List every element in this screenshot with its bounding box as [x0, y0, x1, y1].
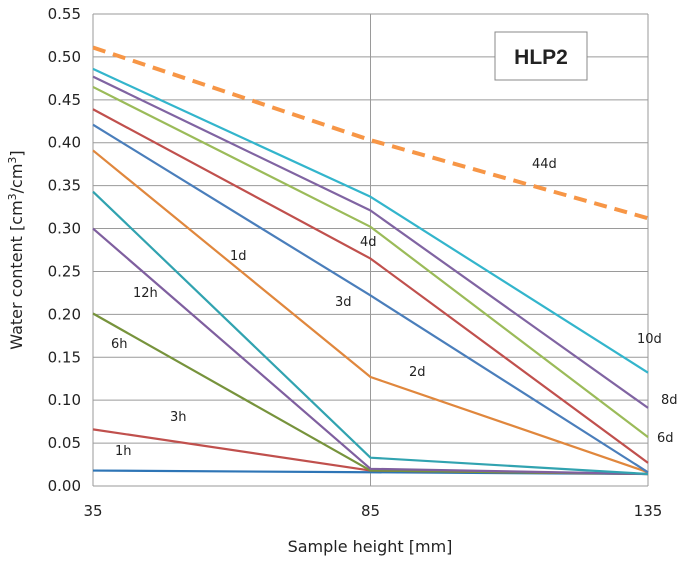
series-label-44d: 44d: [532, 157, 557, 172]
y-tick-labels: 0.00 0.05 0.10 0.15 0.20 0.25 0.30 0.35 0.40 0.45…: [48, 5, 81, 495]
y-tick-label: 0.15: [48, 348, 81, 366]
y-axis-title: Water content [cm3/cm3]: [6, 150, 27, 349]
series-lines: [92, 45, 649, 476]
series-line-3d: [92, 123, 649, 474]
series-label-6h: 6h: [111, 337, 128, 352]
y-axis-title-main: Water content [cm: [7, 200, 26, 349]
series-label-12h: 12h: [133, 286, 158, 301]
series-label-3h: 3h: [170, 410, 187, 425]
chart-title-box: [494, 31, 588, 81]
y-tick-label: 0.25: [48, 262, 81, 280]
y-axis-title-end: ]: [7, 150, 26, 156]
series-labels: 1h 3h 6h 12h 1d 2d 3d 4d 6d 8d 10d 44d: [111, 157, 678, 459]
x-tick-labels: 35 85 135: [83, 502, 662, 520]
series-line-1d: [92, 149, 649, 474]
chart-title: HLP2: [514, 46, 568, 69]
x-tick-label: 85: [361, 502, 380, 520]
x-axis-title: Sample height [mm]: [288, 537, 453, 556]
y-axis-title-sup2: 3: [6, 157, 19, 164]
x-tick-label: 135: [634, 502, 663, 520]
series-line-2d: [92, 108, 649, 464]
y-tick-label: 0.40: [48, 134, 81, 152]
y-tick-label: 0.55: [48, 5, 81, 23]
series-label-10d: 10d: [637, 332, 662, 347]
y-tick-label: 0.05: [48, 434, 81, 452]
y-tick-label: 0.30: [48, 220, 81, 238]
series-line-unlabeled-4: [92, 190, 649, 476]
y-tick-label: 0.10: [48, 391, 81, 409]
y-tick-label: 0.00: [48, 477, 81, 495]
series-label-6d: 6d: [657, 431, 674, 446]
grid-lines: [92, 13, 649, 487]
x-tick-label: 35: [83, 502, 102, 520]
series-label-1h: 1h: [115, 444, 132, 459]
series-line-44d: [92, 45, 649, 221]
y-tick-label: 0.20: [48, 305, 81, 323]
y-tick-label: 0.45: [48, 91, 81, 109]
series-line-8d: [92, 75, 649, 409]
series-label-3d: 3d: [335, 295, 352, 310]
y-tick-label: 0.50: [48, 48, 81, 66]
y-axis-title-sup1: 3: [6, 193, 19, 200]
series-label-2d: 2d: [409, 365, 426, 380]
series-label-8d: 8d: [661, 393, 678, 408]
y-axis-title-mid: /cm: [7, 164, 26, 194]
series-line-4d: [92, 85, 649, 438]
series-label-4d: 4d: [360, 235, 377, 250]
series-line-12h: [92, 227, 649, 476]
y-tick-label: 0.35: [48, 177, 81, 195]
series-line-10d: [92, 67, 649, 374]
series-label-1d: 1d: [230, 249, 247, 264]
